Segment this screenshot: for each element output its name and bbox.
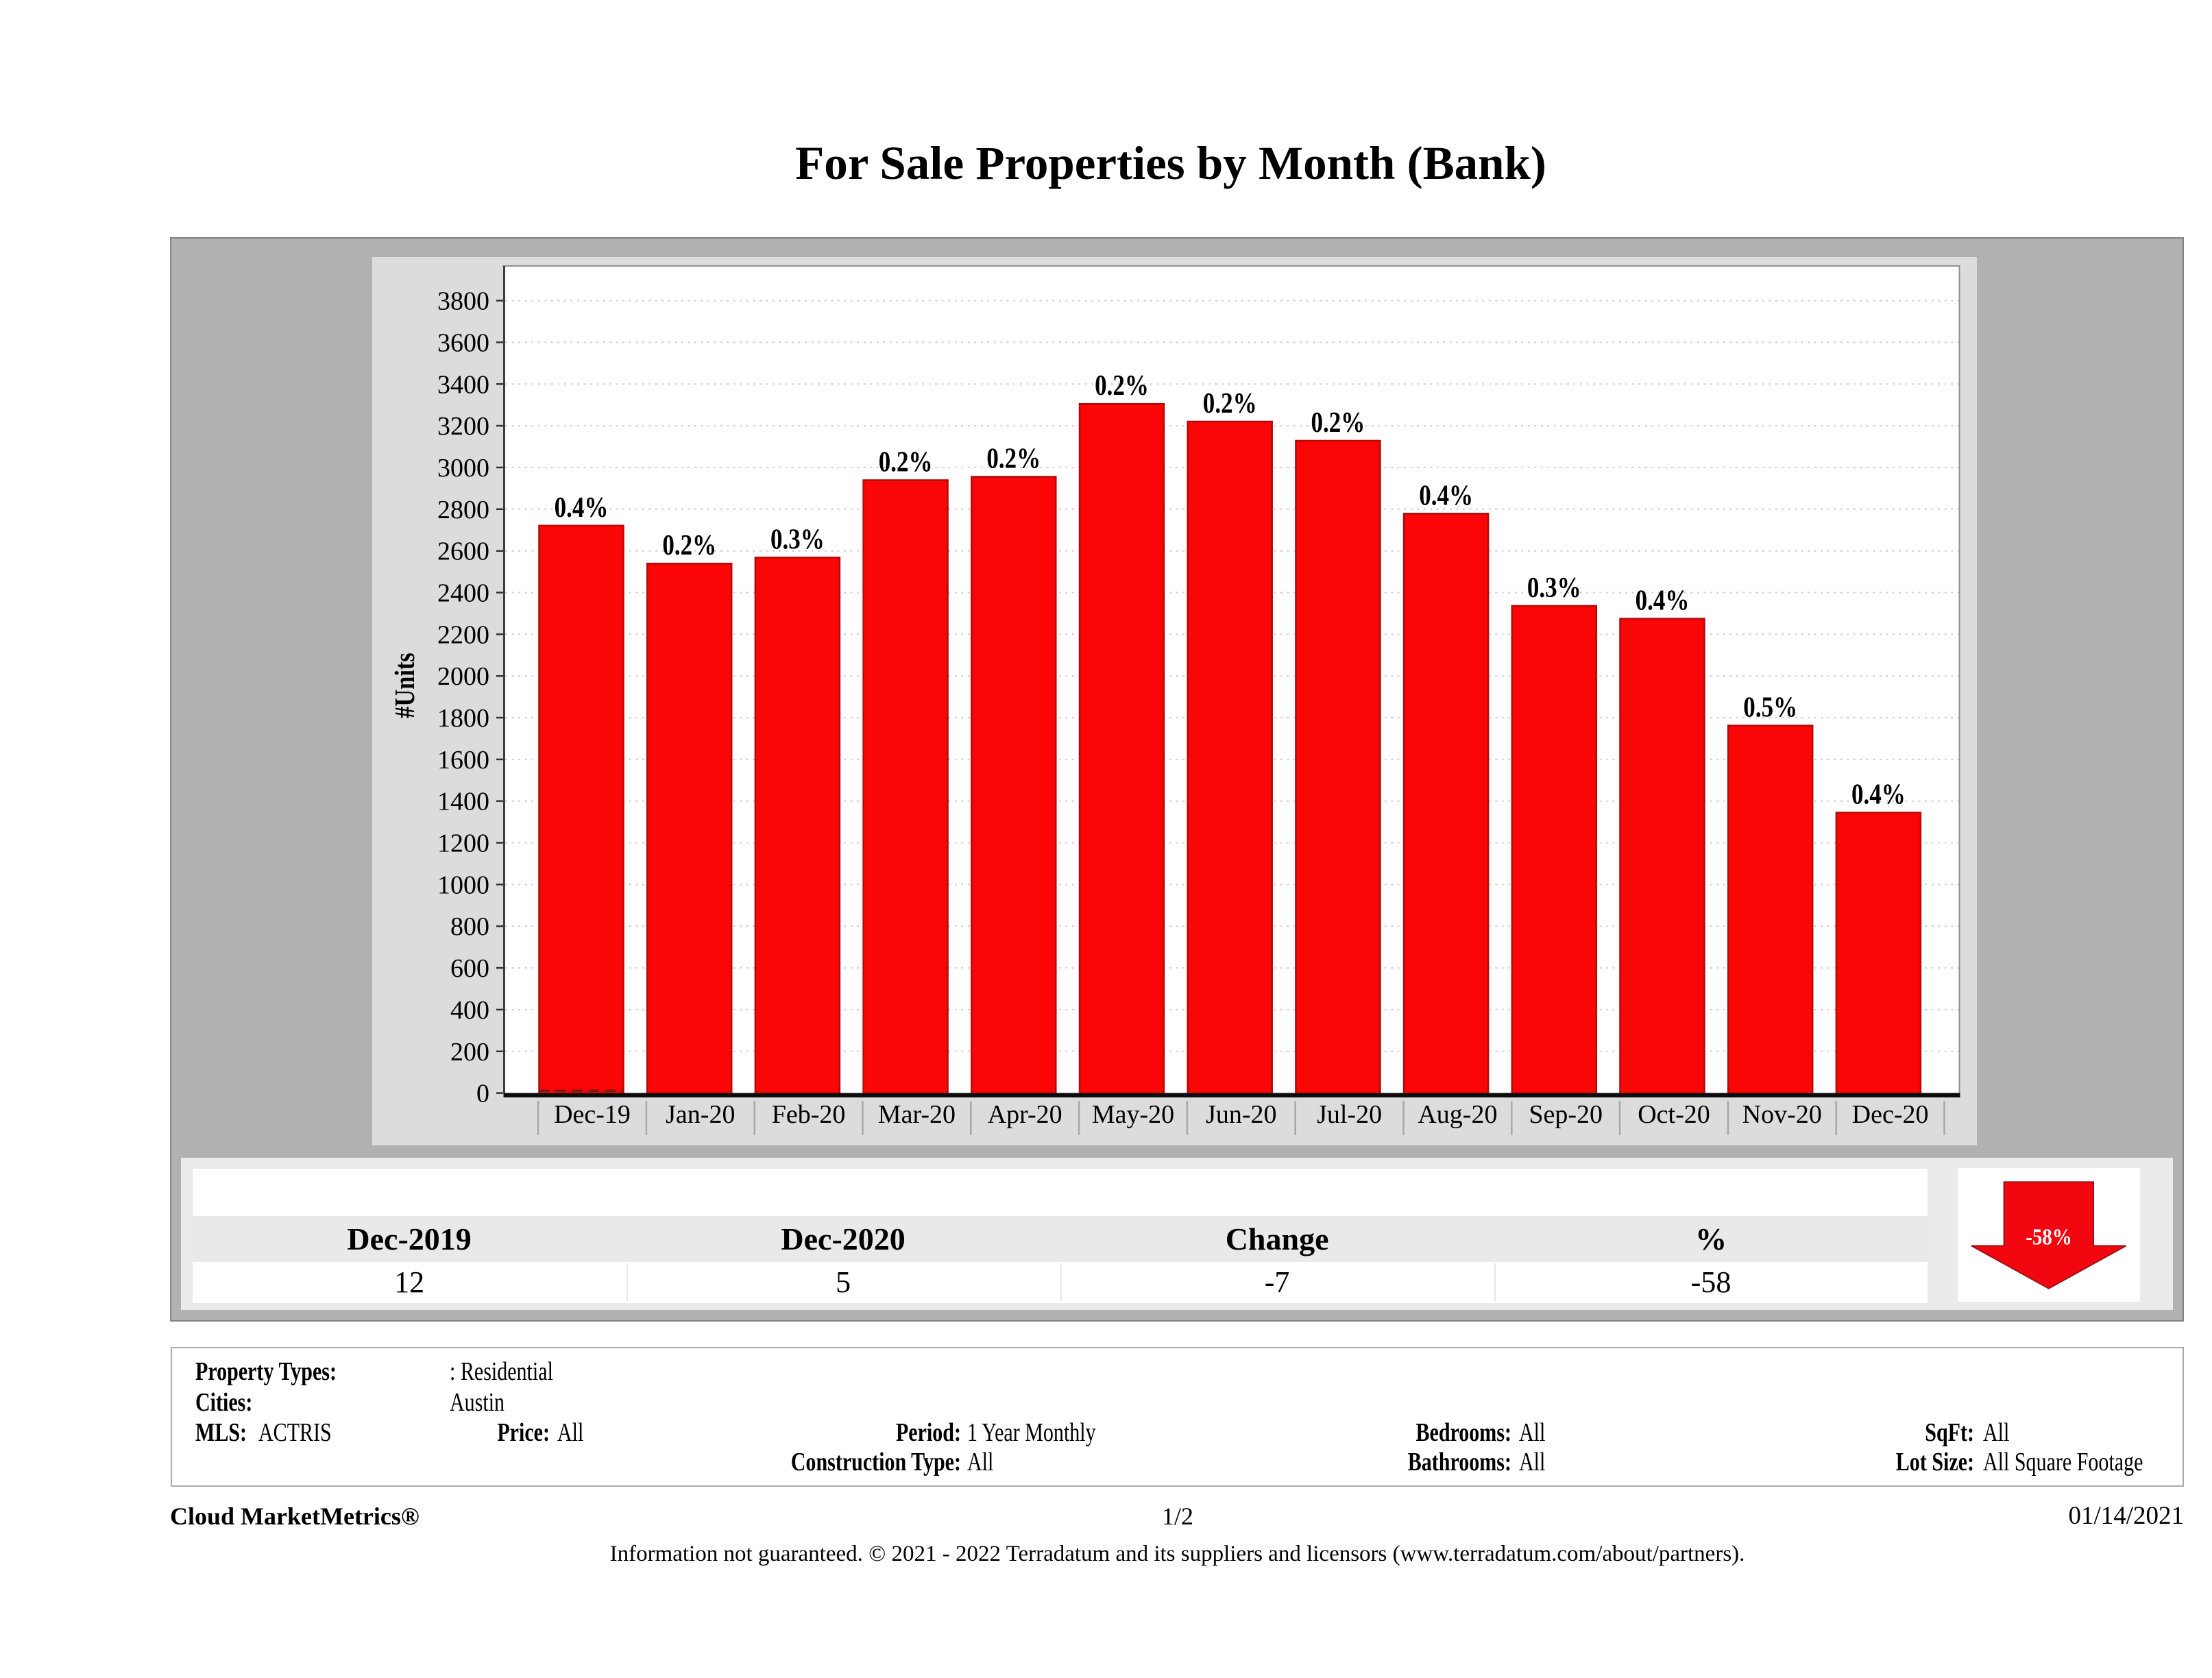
svg-text:0.4%: 0.4% [1419,481,1473,512]
svg-text:1400: 1400 [437,788,489,816]
svg-text:0: 0 [476,1080,489,1108]
svg-text:3400: 3400 [437,370,489,399]
svg-text:1800: 1800 [437,704,489,733]
svg-text:Jun-20: Jun-20 [1206,1100,1276,1129]
svg-text:0.4%: 0.4% [1851,779,1906,811]
svg-text:600: 600 [450,954,489,983]
svg-text:1200: 1200 [437,829,489,858]
svg-text:800: 800 [450,912,489,941]
svg-text:#Units: #Units [389,653,420,718]
svg-text:2800: 2800 [437,496,489,524]
svg-text:0.2%: 0.2% [986,443,1041,475]
svg-text:0.4%: 0.4% [1636,585,1690,617]
svg-text:-58%: -58% [2026,1224,2071,1250]
svg-text:2400: 2400 [437,579,489,608]
svg-text:Mar-20: Mar-20 [878,1100,956,1129]
svg-text:0.2%: 0.2% [1311,407,1365,439]
svg-text:Apr-20: Apr-20 [988,1100,1062,1129]
svg-text:Jul-20: Jul-20 [1317,1100,1382,1129]
svg-text:2200: 2200 [437,620,489,649]
svg-text:0.2%: 0.2% [662,530,716,561]
svg-text:May-20: May-20 [1092,1100,1174,1129]
svg-text:2000: 2000 [437,662,489,691]
svg-text:0.2%: 0.2% [879,447,933,478]
svg-text:0.2%: 0.2% [1203,388,1257,420]
svg-text:Feb-20: Feb-20 [772,1100,846,1129]
svg-text:3000: 3000 [437,454,489,483]
svg-text:0.3%: 0.3% [770,524,825,556]
svg-text:0.2%: 0.2% [1095,370,1149,402]
svg-text:Oct-20: Oct-20 [1638,1100,1710,1129]
svg-text:Sep-20: Sep-20 [1529,1100,1603,1129]
svg-text:3600: 3600 [437,328,489,357]
svg-text:3200: 3200 [437,412,489,441]
svg-text:Nov-20: Nov-20 [1742,1100,1822,1129]
svg-text:Jan-20: Jan-20 [666,1100,735,1129]
svg-text:3800: 3800 [437,287,489,316]
svg-text:400: 400 [450,996,489,1025]
svg-text:1000: 1000 [437,871,489,899]
svg-text:Dec-20: Dec-20 [1852,1100,1929,1129]
svg-text:Dec-19: Dec-19 [554,1100,631,1129]
svg-text:200: 200 [450,1038,489,1067]
svg-text:0.5%: 0.5% [1743,692,1797,724]
svg-text:1600: 1600 [437,746,489,775]
svg-text:Aug-20: Aug-20 [1418,1100,1497,1129]
svg-text:0.3%: 0.3% [1527,572,1581,604]
svg-text:0.4%: 0.4% [555,492,609,524]
svg-text:2600: 2600 [437,537,489,566]
